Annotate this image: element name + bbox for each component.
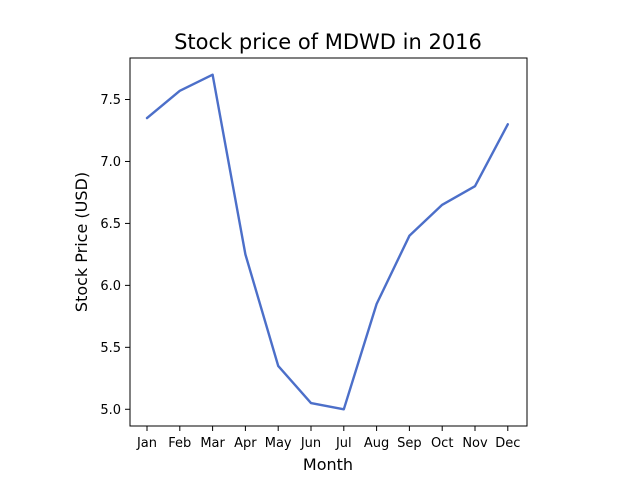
- y-axis: 5.0 5.5 6.0 6.5 7.0 7.5: [100, 93, 130, 418]
- x-tick-label: Mar: [200, 436, 225, 451]
- series-layer: [145, 73, 509, 411]
- x-tick-label: Aug: [364, 436, 389, 451]
- x-tick-label: Jan: [136, 436, 157, 451]
- x-tick-label: Apr: [234, 436, 257, 451]
- y-tick-label: 5.0: [100, 403, 121, 418]
- x-tick-label: Oct: [431, 436, 453, 451]
- x-tick-label: Jul: [335, 436, 352, 451]
- y-axis-label: Stock Price (USD): [72, 172, 91, 312]
- y-tick-label: 7.5: [100, 93, 121, 108]
- x-tick-label: Sep: [397, 436, 422, 451]
- plot-area-frame: [129, 57, 528, 427]
- y-tick-label: 6.5: [100, 217, 121, 232]
- y-tick-label: 7.0: [100, 155, 121, 170]
- series-line: [145, 73, 509, 411]
- chart-title: Stock price of MDWD in 2016: [174, 30, 482, 54]
- x-tick-label: Jun: [300, 436, 321, 451]
- x-tick-label: Dec: [495, 436, 520, 451]
- x-axis-label: Month: [303, 455, 353, 474]
- x-tick-label: May: [265, 436, 292, 451]
- y-tick-label: 5.5: [100, 341, 121, 356]
- x-tick-label: Nov: [462, 436, 488, 451]
- x-axis: Jan Feb Mar Apr May Jun Jul Aug Sep Oct Nov Dec: [136, 426, 520, 451]
- y-tick-label: 6.0: [100, 279, 121, 294]
- x-tick-label: Feb: [168, 436, 191, 451]
